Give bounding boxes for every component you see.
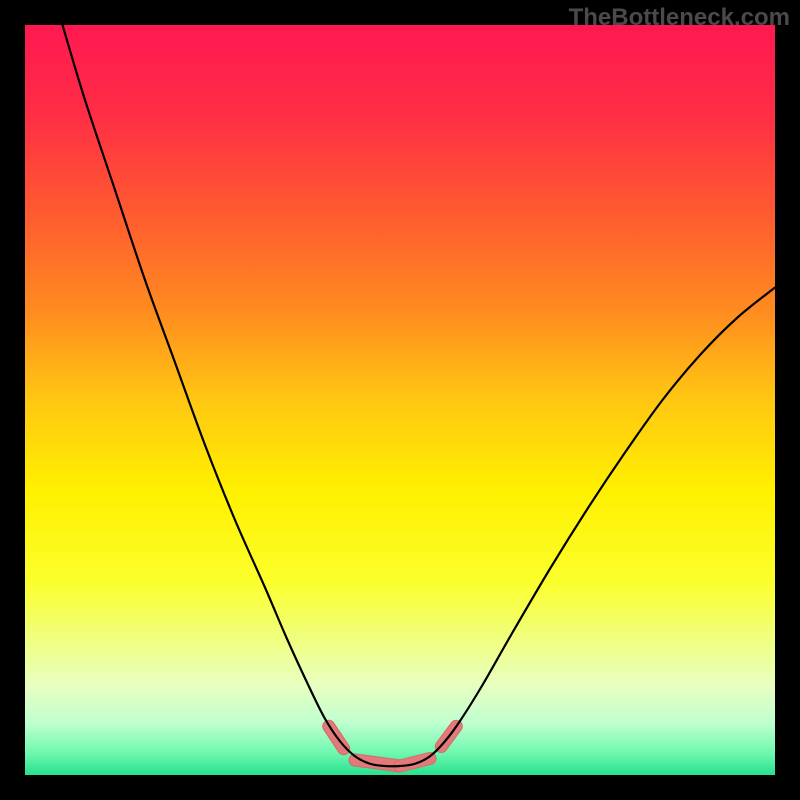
- watermark-text: TheBottleneck.com: [569, 4, 790, 32]
- chart-frame: TheBottleneck.com: [0, 0, 800, 800]
- bottleneck-curve-chart: [25, 25, 775, 775]
- plot-area: [25, 25, 775, 775]
